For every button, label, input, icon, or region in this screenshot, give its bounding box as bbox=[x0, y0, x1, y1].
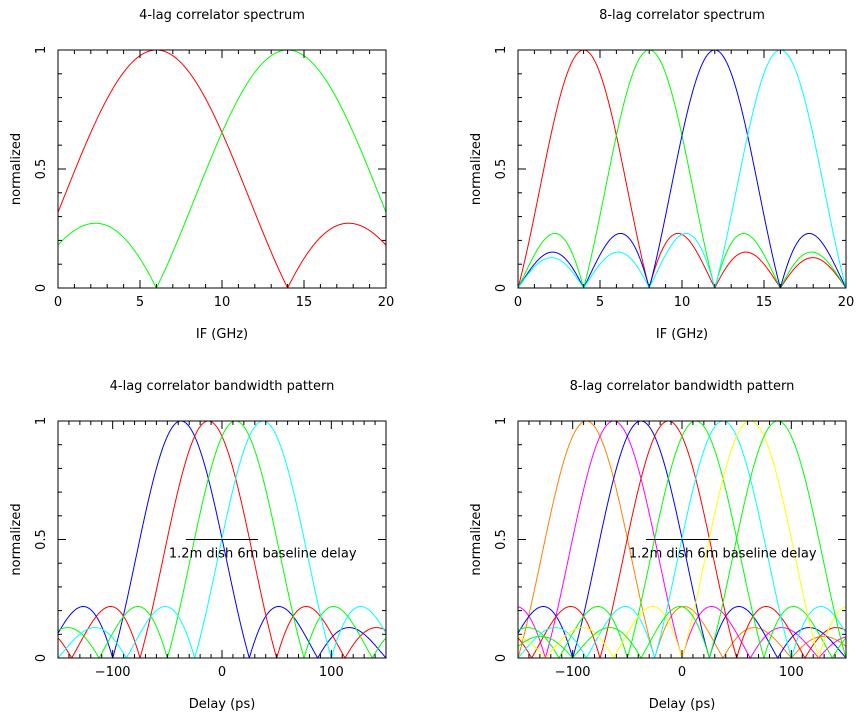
y-tick-label: 0 bbox=[34, 654, 49, 662]
plot-frame bbox=[57, 49, 387, 289]
x-axis-label: Delay (ps) bbox=[649, 697, 716, 712]
chart-title: 8-lag correlator spectrum bbox=[599, 8, 765, 23]
chart-panel-3: 4-lag correlator bandwidth pattern −100 0 1… bbox=[9, 379, 387, 712]
series-line-3 bbox=[58, 421, 386, 658]
chart-title: 4-lag correlator spectrum bbox=[139, 8, 305, 23]
series-group bbox=[518, 50, 846, 288]
chart-panel-4: 8-lag correlator bandwidth pattern −100 0 1… bbox=[469, 379, 847, 712]
x-axis-label: IF (GHz) bbox=[196, 327, 248, 342]
x-tick-label: 100 bbox=[319, 665, 344, 680]
y-tick-label: 0 bbox=[34, 284, 49, 292]
chart-title: 4-lag correlator bandwidth pattern bbox=[110, 379, 335, 394]
y-tick-label: 0.5 bbox=[34, 159, 49, 180]
y-tick-label: 0.5 bbox=[34, 529, 49, 550]
x-tick-label: 0 bbox=[514, 295, 522, 310]
series-line-2 bbox=[518, 50, 846, 288]
chart-panel-1: 4-lag correlator spectrum 0 5 10 15 20 0 0.5 1 IF… bbox=[9, 8, 394, 342]
x-tick-label: 0 bbox=[678, 665, 686, 680]
y-axis-label: normalized bbox=[469, 503, 484, 575]
series-group bbox=[518, 421, 846, 658]
series-line-1 bbox=[518, 50, 846, 288]
y-axis-label: normalized bbox=[9, 133, 24, 205]
y-tick-label: 0.5 bbox=[494, 159, 509, 180]
x-tick-label: −100 bbox=[555, 665, 591, 680]
y-tick-label: 1 bbox=[34, 417, 49, 425]
x-tick-label: 5 bbox=[136, 295, 144, 310]
x-tick-label: 0 bbox=[218, 665, 226, 680]
x-tick-label: −100 bbox=[95, 665, 131, 680]
series-line-5 bbox=[518, 421, 846, 658]
chart-panel-2: 8-lag correlator spectrum 0 5 10 15 20 0 0.5 1 IF… bbox=[469, 8, 854, 342]
series-line-3 bbox=[518, 50, 846, 288]
x-tick-label: 0 bbox=[54, 295, 62, 310]
y-tick-label: 0 bbox=[494, 284, 509, 292]
series-line-2 bbox=[58, 50, 386, 288]
baseline-delay-annotation: 1.2m dish 6m baseline delay bbox=[629, 547, 817, 562]
x-axis-label: IF (GHz) bbox=[656, 327, 708, 342]
y-tick-label: 0 bbox=[494, 654, 509, 662]
y-tick-label: 1 bbox=[494, 417, 509, 425]
series-group bbox=[58, 50, 386, 288]
x-tick-label: 100 bbox=[779, 665, 804, 680]
x-tick-label: 10 bbox=[214, 295, 231, 310]
series-line-1 bbox=[58, 50, 386, 288]
series-line-2 bbox=[518, 421, 846, 658]
x-tick-label: 15 bbox=[756, 295, 773, 310]
y-tick-label: 0.5 bbox=[494, 529, 509, 550]
series-line-7 bbox=[518, 421, 846, 658]
baseline-delay-annotation: 1.2m dish 6m baseline delay bbox=[169, 547, 357, 562]
x-tick-label: 10 bbox=[674, 295, 691, 310]
y-tick-label: 1 bbox=[34, 46, 49, 54]
series-line-4 bbox=[518, 50, 846, 288]
y-tick-label: 1 bbox=[494, 46, 509, 54]
x-tick-label: 20 bbox=[838, 295, 855, 310]
y-axis-label: normalized bbox=[9, 503, 24, 575]
chart-title: 8-lag correlator bandwidth pattern bbox=[570, 379, 795, 394]
x-tick-label: 15 bbox=[296, 295, 313, 310]
x-tick-label: 5 bbox=[596, 295, 604, 310]
y-axis-label: normalized bbox=[469, 133, 484, 205]
x-axis-label: Delay (ps) bbox=[189, 697, 256, 712]
x-tick-label: 20 bbox=[378, 295, 395, 310]
plot-frame bbox=[517, 49, 847, 289]
